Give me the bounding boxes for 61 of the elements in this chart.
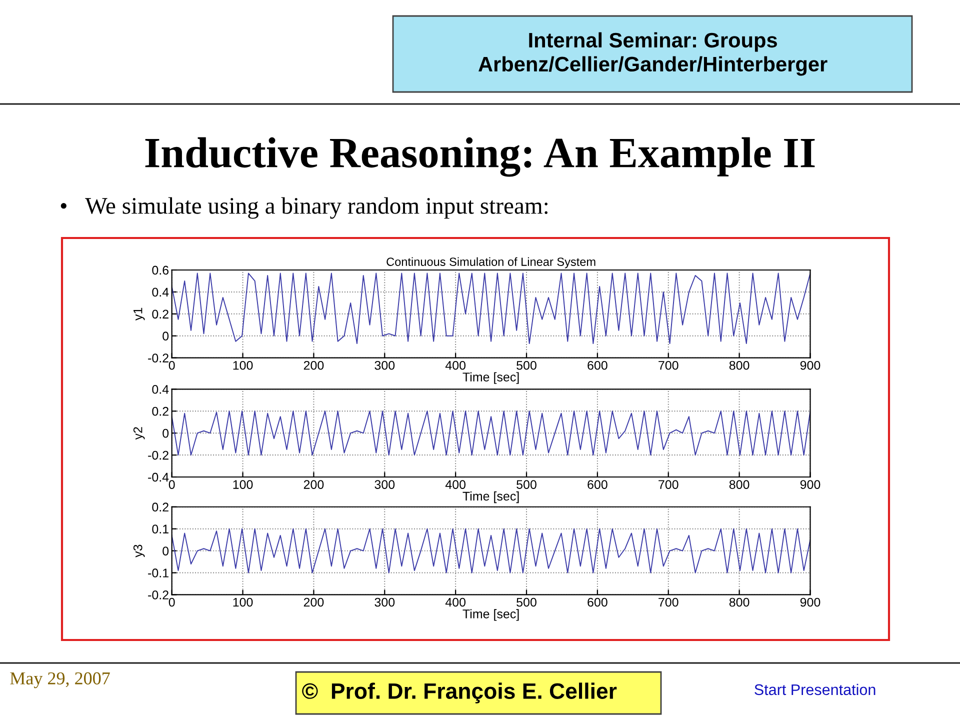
x-tick-label: 100 [233, 598, 253, 607]
y-tick-label: 0.2 [152, 310, 168, 319]
x-tick-label: 400 [445, 480, 466, 489]
x-tick-label: 800 [729, 360, 750, 370]
text: May 29, 2007 [10, 672, 110, 688]
x-axis-title: Time [sec] [462, 609, 519, 621]
x-tick-label: 600 [588, 360, 608, 370]
x-tick-label: 300 [374, 480, 395, 489]
x-tick-label: 500 [516, 598, 536, 607]
x-tick-label: 700 [658, 480, 678, 489]
x-tick-label: 100 [233, 360, 253, 370]
x-tick-label: 0 [168, 360, 175, 370]
x-tick-label: 900 [800, 480, 820, 489]
y-axis-title: y3 [133, 544, 145, 558]
line-series [172, 410, 810, 456]
y-tick-label: 0 [162, 546, 169, 556]
y-axis-title: y2 [133, 427, 145, 440]
y-tick-label: 0.1 [152, 524, 168, 534]
y-tick-label: -0.2 [148, 450, 168, 460]
y-tick-label: -0.2 [148, 354, 168, 362]
x-tick-label: 500 [516, 480, 536, 489]
x-tick-label: 900 [800, 360, 820, 370]
y-tick-label: 0 [162, 428, 169, 438]
y-tick-label: 0.2 [152, 502, 168, 512]
text: Internal Seminar: Groups Arbenz/Cellier/Gander/Hinterberger [478, 32, 828, 76]
x-tick-label: 300 [374, 360, 395, 370]
x-tick-label: 700 [658, 360, 678, 370]
x-tick-label: 500 [516, 360, 536, 370]
y-tick-label: 0.6 [152, 266, 169, 275]
x-tick-label: 0 [168, 598, 175, 607]
y-tick-label: 0 [162, 332, 169, 341]
x-tick-label: 800 [729, 598, 750, 607]
x-tick-label: 200 [304, 480, 324, 489]
x-tick-label: 700 [658, 598, 678, 607]
x-tick-label: 400 [445, 360, 466, 370]
x-tick-label: 400 [445, 598, 466, 607]
text: © Prof. Dr. François E. Cellier [302, 682, 617, 704]
text: Inductive Reasoning: An Example II [145, 137, 815, 177]
x-axis-title: Time [sec] [462, 372, 519, 384]
line-series [172, 528, 810, 574]
x-tick-label: 800 [729, 480, 750, 489]
y-tick-label: 0.4 [152, 384, 169, 394]
y-tick-label: 0.4 [152, 288, 169, 297]
x-tick-label: 200 [304, 598, 324, 607]
x-tick-label: 0 [168, 480, 175, 489]
x-tick-label: 600 [588, 480, 608, 489]
x-tick-label: 100 [233, 480, 253, 489]
x-tick-label: 200 [304, 360, 324, 370]
y-tick-label: 0.2 [152, 406, 168, 416]
y-axis-title: y1 [134, 308, 145, 320]
line-series [172, 272, 810, 344]
x-tick-label: 600 [588, 598, 608, 607]
y-tick-label: -0.1 [148, 568, 168, 578]
y-tick-label: -0.2 [148, 590, 168, 600]
y-tick-label: -0.4 [148, 472, 169, 482]
text: Start Presentation [754, 684, 876, 696]
x-tick-label: 300 [374, 598, 395, 607]
x-tick-label: 900 [800, 598, 820, 607]
x-axis-title: Time [sec] [462, 491, 519, 504]
text: • We simulate using a binary random input stream: [60, 197, 548, 219]
chart-title: Continuous Simulation of Linear System [386, 257, 596, 268]
